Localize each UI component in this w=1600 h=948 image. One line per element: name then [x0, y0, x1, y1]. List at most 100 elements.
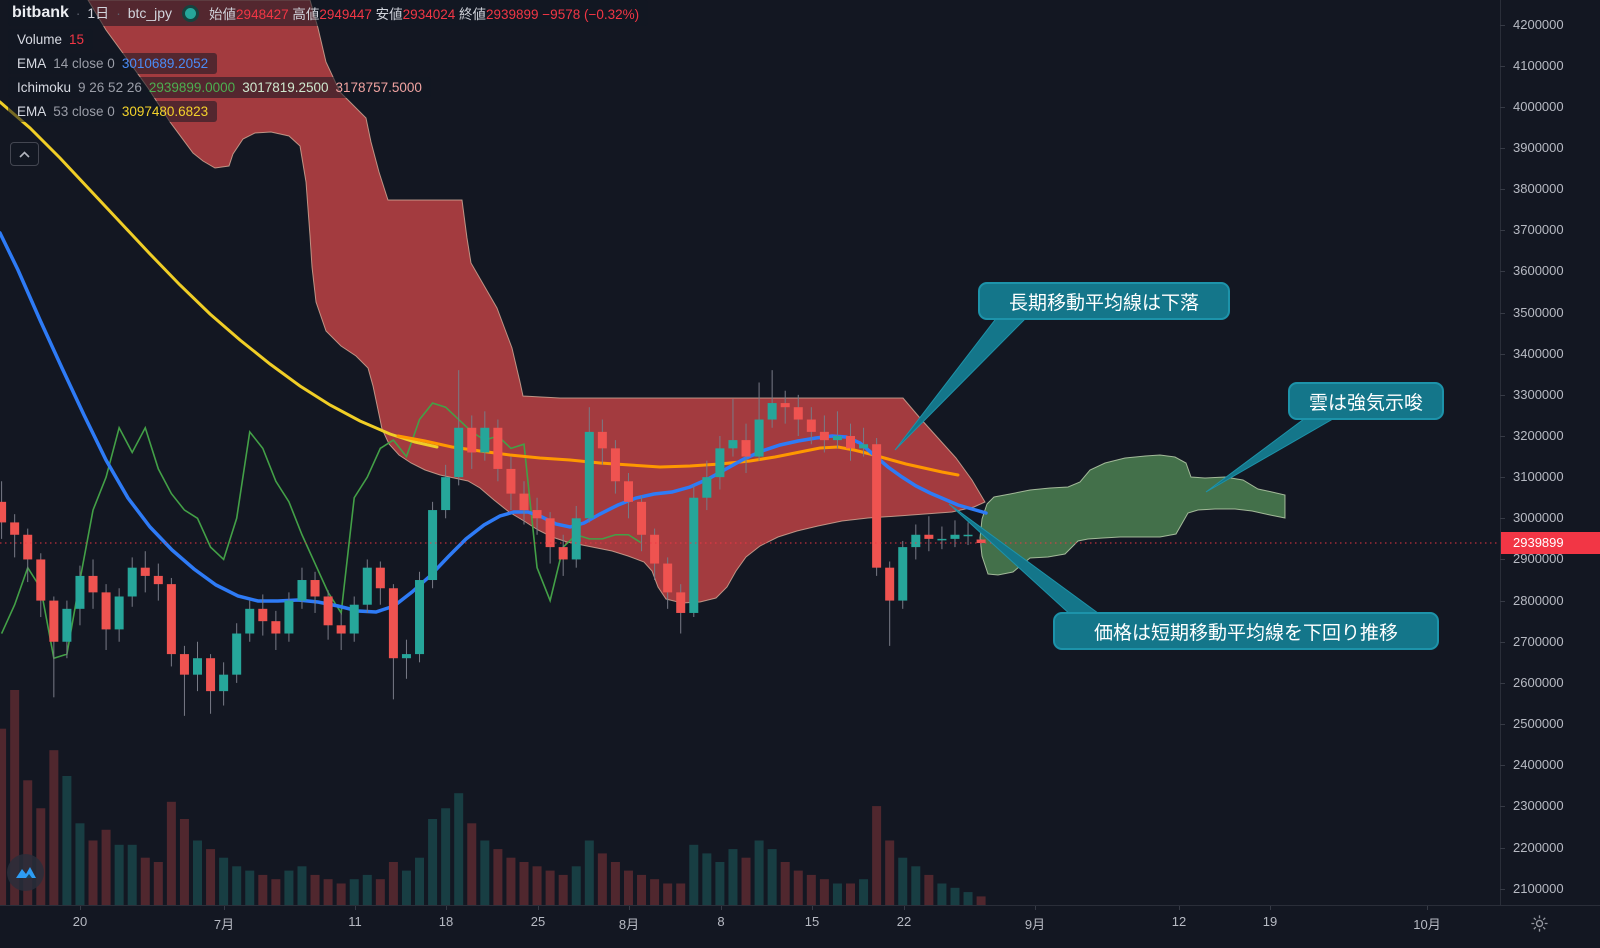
volume-bar: [741, 857, 751, 905]
time-tick-label: 12: [1171, 914, 1187, 929]
candle-body: [297, 580, 307, 601]
volume-bar: [114, 844, 124, 905]
candle-body: [754, 419, 764, 457]
candle-body: [401, 654, 411, 659]
exchange-name: bitbank: [12, 4, 69, 21]
volume-bar: [506, 857, 516, 905]
candle-body: [885, 567, 895, 601]
candle-body: [232, 633, 242, 675]
price-tick-label: 2400000: [1500, 757, 1564, 773]
volume-bar: [793, 870, 803, 905]
volume-bar: [898, 857, 908, 905]
volume-bar: [819, 879, 829, 905]
volume-bar: [336, 883, 346, 905]
volume-bar: [702, 853, 712, 905]
mountain-chart-icon: [15, 866, 36, 878]
volume-bar: [689, 844, 699, 905]
candle-body: [597, 431, 607, 449]
price-tick-label: 2500000: [1500, 716, 1564, 732]
candle-body: [846, 436, 855, 449]
annotation-bubble-long-term-ma[interactable]: 長期移動平均線は下落: [978, 282, 1230, 320]
candle-body: [911, 534, 921, 548]
time-tick-mark: [446, 906, 447, 910]
tradingview-logo[interactable]: [7, 854, 44, 891]
volume-bar: [846, 883, 855, 905]
price-tick-label: 3400000: [1500, 345, 1564, 361]
market-status-dot-icon: [185, 7, 197, 19]
candle-body: [558, 547, 568, 560]
candle-body: [323, 596, 333, 626]
price-tick-label: 3500000: [1500, 304, 1564, 320]
price-axis[interactable]: 2939899 4200000 4100000 4000000 3900000 3800…: [1500, 0, 1600, 905]
indicator-value: 3178757.5000: [335, 80, 422, 95]
volume-bar: [49, 750, 59, 905]
indicator-value: 15: [69, 32, 85, 47]
price-tick-label: 3000000: [1500, 510, 1564, 526]
time-tick-label: 22: [896, 914, 912, 929]
volume-bar: [206, 849, 216, 905]
annotation-bubble-price-below-ma[interactable]: 価格は短期移動平均線を下回り推移: [1053, 612, 1439, 650]
volume-bar: [859, 879, 869, 905]
time-tick-label: 18: [438, 914, 454, 929]
candle-body: [441, 477, 451, 511]
volume-bar: [963, 892, 973, 905]
time-axis[interactable]: 20 7月 11 18 25 8月 8 15 22 9月 12 19 10月: [0, 905, 1600, 948]
volume-bar: [676, 883, 686, 905]
time-tick-label: 11: [348, 914, 362, 929]
timezone-settings-button[interactable]: [1524, 908, 1554, 938]
indicator-row-ema[interactable]: EMA 53 close 0 3097480.6823: [8, 101, 218, 122]
volume-bar: [480, 840, 490, 905]
price-tick-label: 4200000: [1500, 16, 1564, 32]
time-tick-mark: [1270, 906, 1271, 910]
candle-body: [728, 440, 738, 449]
price-tick-label: 2200000: [1500, 839, 1564, 855]
indicator-params: 14 close 0: [53, 56, 115, 71]
candle-body: [663, 563, 673, 593]
candle-body: [898, 547, 908, 601]
ohlc-label: 終値: [458, 7, 486, 22]
volume-bar: [401, 870, 411, 905]
time-tick-mark: [904, 906, 905, 910]
volume-bar: [23, 780, 33, 905]
ohlc-value: 2949447: [319, 7, 376, 22]
volume-bar: [532, 866, 542, 905]
pair-label[interactable]: btc_jpy: [127, 5, 173, 21]
indicator-name: EMA: [17, 104, 47, 119]
volume-bar: [245, 870, 255, 905]
time-tick-label: 20: [72, 914, 88, 929]
candle-body: [375, 567, 385, 589]
indicator-row-ichimoku[interactable]: Ichimoku 9 26 52 26 2939899.0000 3017819.25…: [8, 77, 431, 98]
interval-label[interactable]: 1日: [87, 5, 110, 21]
annotation-bubble-cloud-bullish[interactable]: 雲は強気示唆: [1288, 382, 1444, 420]
symbol-legend-row[interactable]: bitbank · 1日 · btc_jpy 始値2948427 高値29494…: [8, 0, 649, 26]
time-tick-label: 15: [804, 914, 820, 929]
candle-body: [271, 621, 281, 634]
indicator-value: 3097480.6823: [121, 104, 209, 119]
ichimoku-lagging-span-line: [0, 402, 642, 660]
volume-bar: [519, 862, 529, 905]
chart-canvas[interactable]: [0, 0, 1500, 905]
indicator-name: Volume: [17, 32, 63, 47]
candle-body: [428, 510, 438, 581]
volume-bar: [597, 853, 607, 905]
legend-collapse-button[interactable]: [10, 142, 39, 166]
volume-bar: [375, 879, 385, 905]
candle-body: [10, 522, 20, 535]
volume-bar: [950, 887, 960, 905]
gear-icon: [1530, 914, 1548, 932]
candle-body: [963, 534, 973, 537]
price-tick-label: 3900000: [1500, 139, 1564, 155]
indicator-row-ema[interactable]: EMA 14 close 0 3010689.2052: [8, 53, 218, 74]
candle-body: [454, 427, 464, 478]
indicator-row-volume[interactable]: Volume 15: [8, 29, 94, 50]
volume-bar: [323, 879, 333, 905]
volume-bar: [872, 806, 882, 905]
volume-bar: [754, 840, 764, 905]
volume-bar: [976, 896, 986, 905]
price-tick-label: 3600000: [1500, 263, 1564, 279]
volume-bar: [637, 874, 647, 905]
candle-body: [819, 431, 829, 441]
candle-body: [859, 444, 869, 449]
price-tick-label: 3100000: [1500, 469, 1564, 485]
separator-dot: ·: [116, 5, 121, 21]
